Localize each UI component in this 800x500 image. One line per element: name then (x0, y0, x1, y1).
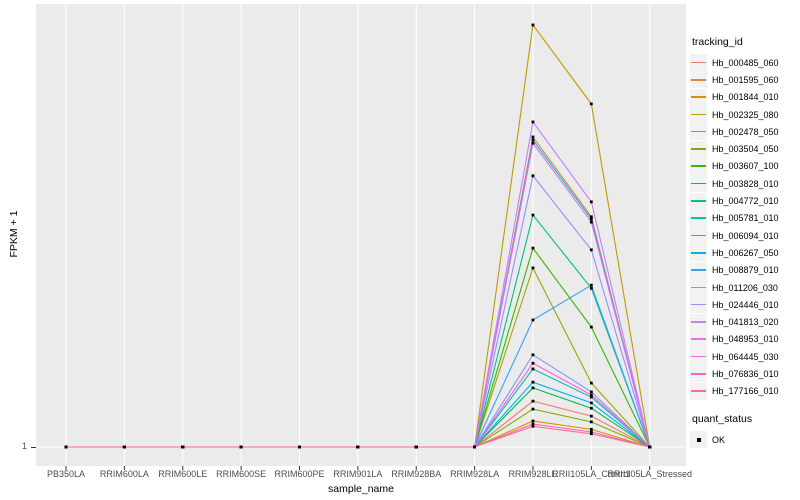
legend-item: Hb_005781_010 (690, 209, 800, 227)
legend-key-line-icon (690, 365, 707, 383)
legend-item-label: Hb_002325_080 (712, 109, 779, 120)
legend-item-label: Hb_003828_010 (712, 178, 779, 189)
legend-key-line-icon (690, 175, 707, 193)
legend-item: Hb_011206_030 (690, 279, 800, 296)
legend-key-line-icon (690, 106, 707, 124)
legend-key-line-icon (690, 382, 707, 400)
x-tick-label: RRIM928LA (450, 469, 500, 479)
legend-item: Hb_024446_010 (690, 296, 800, 314)
legend: tracking_id Hb_000485_060 Hb_001595_060 Hb… (690, 36, 800, 449)
legend-key-line-icon (690, 330, 707, 348)
legend-item-label: Hb_177166_010 (712, 386, 779, 397)
legend-key-line-icon (690, 313, 707, 331)
legend-item: Hb_004772_010 (690, 192, 800, 210)
legend-key-line-icon (690, 279, 707, 296)
legend-item: Hb_006267_050 (690, 244, 800, 262)
legend-item: Hb_041813_020 (690, 313, 800, 331)
x-tick-label: RRIM600LA (99, 469, 149, 479)
legend-item-label: OK (712, 434, 726, 445)
x-axis-title: sample_name (328, 483, 394, 495)
legend-item: Hb_000485_060 (690, 54, 800, 72)
legend-item-label: Hb_008879_010 (712, 265, 779, 276)
y-tick-label: 1 (21, 441, 27, 451)
legend-item: Hb_048953_010 (690, 330, 800, 348)
legend-item-label: Hb_005781_010 (712, 213, 779, 224)
legend-item: Hb_177166_010 (690, 382, 800, 400)
legend-key-line-icon (690, 227, 707, 245)
legend-key-line-icon (690, 348, 707, 366)
legend-item: Hb_001595_060 (690, 71, 800, 89)
legend-item: Hb_003828_010 (690, 175, 800, 193)
ok-square-marker-icon (690, 431, 707, 449)
legend-item: Hb_001844_010 (690, 88, 800, 106)
y-tick-mark (31, 447, 36, 448)
legend-item-label: Hb_001595_060 (712, 74, 779, 85)
y-axis-title: FPKM + 1 (8, 210, 20, 258)
legend-item: Hb_002325_080 (690, 106, 800, 124)
legend-item-label: Hb_003607_100 (712, 161, 779, 172)
legend-item-label: Hb_001844_010 (712, 92, 779, 103)
x-tick-label: RRIM901LA (333, 469, 383, 479)
legend-key-line-icon (690, 192, 707, 210)
legend-item: Hb_006094_010 (690, 227, 800, 245)
legend-key-line-icon (690, 244, 707, 262)
x-tick-label: RRIM600LE (158, 469, 208, 479)
x-tick-label: RRIM928LE (508, 469, 558, 479)
legend-item-label: Hb_000485_060 (712, 57, 779, 68)
legend-key-line-icon (690, 71, 707, 89)
legend-key-line-icon (690, 140, 707, 158)
x-tick-label: PB350LA (46, 469, 86, 479)
legend-key-line-icon (690, 123, 707, 141)
legend-item: Hb_008879_010 (690, 261, 800, 279)
legend-item-label: Hb_064445_030 (712, 351, 779, 362)
legend-item: Hb_003504_050 (690, 140, 800, 158)
legend-item-label: Hb_004772_010 (712, 196, 779, 207)
legend-item-label: Hb_024446_010 (712, 299, 779, 310)
plot-panel (36, 4, 686, 470)
legend-item-label: Hb_041813_020 (712, 317, 779, 328)
x-tick-label: RRII105LA_Stressed (607, 469, 692, 479)
legend-item-label: Hb_006094_010 (712, 230, 779, 241)
x-tick-label: RRII105LA_Control (552, 469, 631, 479)
x-tick-label: RRIM600SE (216, 469, 267, 479)
legend-item: Hb_064445_030 (690, 348, 800, 366)
legend-key-line-icon (690, 261, 707, 279)
legend-title-tracking-id: tracking_id (692, 36, 743, 48)
legend-item-label: Hb_076836_010 (712, 368, 779, 379)
legend-item-label: Hb_003504_050 (712, 144, 779, 155)
legend-item-ok: OK (690, 431, 800, 449)
legend-item: Hb_002478_050 (690, 123, 800, 141)
legend-key-line-icon (690, 296, 707, 314)
legend-key-line-icon (690, 54, 707, 72)
legend-item-label: Hb_002478_050 (712, 126, 779, 137)
legend-item-list: Hb_000485_060 Hb_001595_060 Hb_001844_010 H… (690, 54, 800, 400)
legend-item-label: Hb_048953_010 (712, 334, 779, 345)
legend-key-line-icon (690, 157, 707, 175)
legend-item-label: Hb_006267_050 (712, 247, 779, 258)
legend-item: Hb_076836_010 (690, 365, 800, 383)
legend-item: Hb_003607_100 (690, 157, 800, 175)
legend-item-label: Hb_011206_030 (712, 282, 778, 293)
legend-key-line-icon (690, 88, 707, 106)
legend-title-quant-status: quant_status (692, 412, 753, 425)
x-tick-label: RRIM928BA (391, 469, 442, 479)
x-tick-label: RRIM600PE (274, 469, 325, 479)
legend-key-line-icon (690, 209, 707, 227)
